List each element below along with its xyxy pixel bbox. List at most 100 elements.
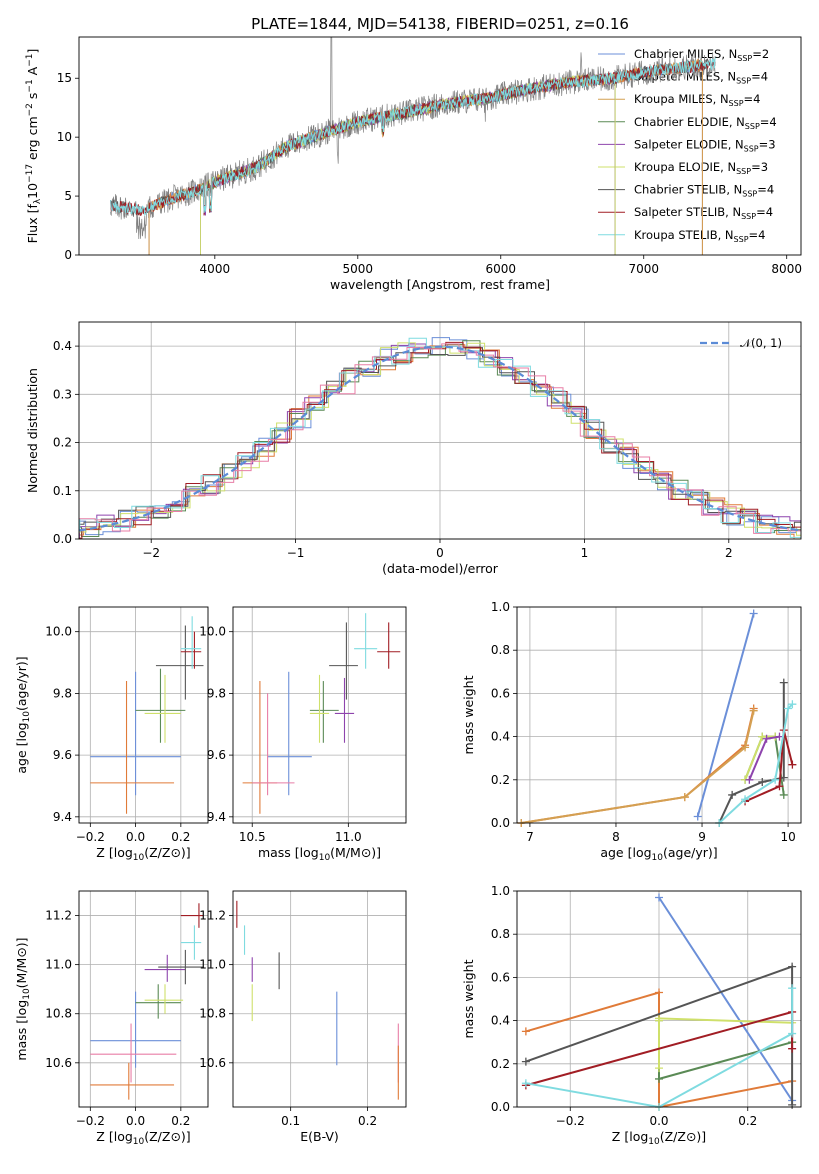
weight-marker-cMiles <box>750 609 758 617</box>
legend-label-sStelib: Salpeter STELIB, NSSP=4 <box>634 205 773 221</box>
y-tick-label: 9.4 <box>53 810 72 824</box>
y-tick-label: 10.8 <box>199 1007 226 1021</box>
x-tick-label: 0.0 <box>126 1114 145 1128</box>
y-axis-label: Normed distribution <box>25 368 40 493</box>
x-tick-label: 7000 <box>628 262 659 276</box>
x-tick-label: 2 <box>725 546 733 560</box>
x-tick-label: −0.2 <box>76 830 105 844</box>
y-tick-label: 10.8 <box>45 1007 72 1021</box>
y-tick-label: 0.6 <box>491 970 510 984</box>
axes-frame <box>79 607 208 823</box>
y-tick-label: 1.0 <box>491 600 510 614</box>
legend-label-kStelib: Kroupa STELIB, NSSP=4 <box>634 228 765 244</box>
x-axis-label: Z [log10(Z/Z⊙)] <box>96 1129 190 1147</box>
x-axis-label: mass [log10(M/M⊙)] <box>258 845 381 863</box>
y-tick-label: 11.0 <box>45 958 72 972</box>
y-tick-label: 15 <box>57 71 72 85</box>
axes-frame <box>79 891 208 1107</box>
x-tick-label: 6000 <box>485 262 516 276</box>
weight-line-sMiles <box>521 709 753 824</box>
weight-line-cMiles <box>698 614 754 817</box>
y-tick-label: 0.4 <box>53 339 72 353</box>
legend-label-kMiles: Kroupa MILES, NSSP=4 <box>634 92 760 108</box>
model-spectrum-kMiles <box>149 60 702 255</box>
gauss-legend-label: 𝒩(0, 1) <box>740 336 782 350</box>
x-axis-label: wavelength [Angstrom, rest frame] <box>330 277 550 292</box>
plot-area <box>111 37 716 255</box>
x-tick-label: −0.2 <box>556 1114 585 1128</box>
main-title: PLATE=1844, MJD=54138, FIBERID=0251, z=0… <box>251 15 629 33</box>
legend-label-kElodie: Kroupa ELODIE, NSSP=3 <box>634 160 768 176</box>
histogram-cElodie <box>64 341 819 537</box>
x-tick-label: 10.5 <box>239 830 266 844</box>
weight-line-sStelib <box>745 730 792 801</box>
weight-marker-cStelib <box>780 679 788 687</box>
weight-marker-cStelib <box>788 1101 796 1109</box>
x-tick-label: 0.2 <box>358 1114 377 1128</box>
model-spectrum-sMiles <box>149 60 702 255</box>
weight-marker-sStelib <box>788 1045 796 1053</box>
weight-marker-cElodie <box>780 791 788 799</box>
x-tick-label: 0.2 <box>171 830 190 844</box>
weight-marker-sMiles <box>655 989 663 997</box>
x-axis-label: Z [log10(Z/Z⊙)] <box>612 1129 706 1147</box>
y-tick-label: 0.1 <box>53 484 72 498</box>
y-tick-label: 9.4 <box>207 810 226 824</box>
y-tick-label: 0.2 <box>491 773 510 787</box>
y-tick-label: 9.8 <box>207 686 226 700</box>
y-tick-label: 0.0 <box>53 532 72 546</box>
x-tick-label: 0 <box>436 546 444 560</box>
axes-frame <box>233 891 406 1107</box>
legend-label-sElodie: Salpeter ELODIE, NSSP=3 <box>634 137 776 153</box>
x-tick-label: 0.2 <box>738 1114 757 1128</box>
y-tick-label: 11.2 <box>45 909 72 923</box>
observed-spectrum <box>111 37 716 239</box>
y-tick-label: 0.8 <box>491 643 510 657</box>
y-tick-label: 11.2 <box>199 909 226 923</box>
y-tick-label: 0.6 <box>491 686 510 700</box>
y-tick-label: 9.6 <box>207 748 226 762</box>
x-tick-label: 8000 <box>771 262 802 276</box>
y-axis-label: mass [log10(M/M⊙)] <box>14 937 32 1060</box>
y-tick-label: 0.3 <box>53 387 72 401</box>
y-tick-label: 10 <box>57 130 72 144</box>
legend-label-cStelib: Chabrier STELIB, NSSP=4 <box>634 183 774 199</box>
x-tick-label: 0.2 <box>171 1114 190 1128</box>
x-tick-label: 10 <box>780 830 795 844</box>
weight-line-kElodie <box>745 737 775 780</box>
y-tick-label: 5 <box>64 189 72 203</box>
y-tick-label: 0.4 <box>491 1014 510 1028</box>
weight-marker-cStelib <box>728 791 736 799</box>
x-tick-label: −1 <box>287 546 305 560</box>
weight-marker-sStelib <box>788 761 796 769</box>
histogram-sMiles <box>66 345 819 539</box>
x-tick-label: 0.0 <box>649 1114 668 1128</box>
y-tick-label: 1.0 <box>491 884 510 898</box>
x-axis-label: age [log10(age/yr)] <box>600 845 717 863</box>
x-axis-label: (data-model)/error <box>382 561 499 576</box>
legend-label-cElodie: Chabrier ELODIE, NSSP=4 <box>634 115 777 131</box>
y-tick-label: 9.8 <box>53 686 72 700</box>
weight-marker-cStelib <box>788 963 796 971</box>
x-axis-label: E(B-V) <box>300 1129 339 1144</box>
x-tick-label: 11.0 <box>335 830 362 844</box>
x-tick-label: 7 <box>526 830 534 844</box>
y-tick-label: 10.0 <box>45 625 72 639</box>
plot-area <box>517 609 796 827</box>
y-axis-label: age [log10(age/yr)] <box>14 656 32 773</box>
y-tick-label: 0.0 <box>491 816 510 830</box>
weight-marker-cMiles <box>694 813 702 821</box>
y-tick-label: 0 <box>64 248 72 262</box>
y-tick-label: 0.4 <box>491 730 510 744</box>
x-tick-label: 4000 <box>200 262 231 276</box>
plot-area <box>237 901 398 1100</box>
x-tick-label: 5000 <box>343 262 374 276</box>
y-tick-label: 9.6 <box>53 748 72 762</box>
